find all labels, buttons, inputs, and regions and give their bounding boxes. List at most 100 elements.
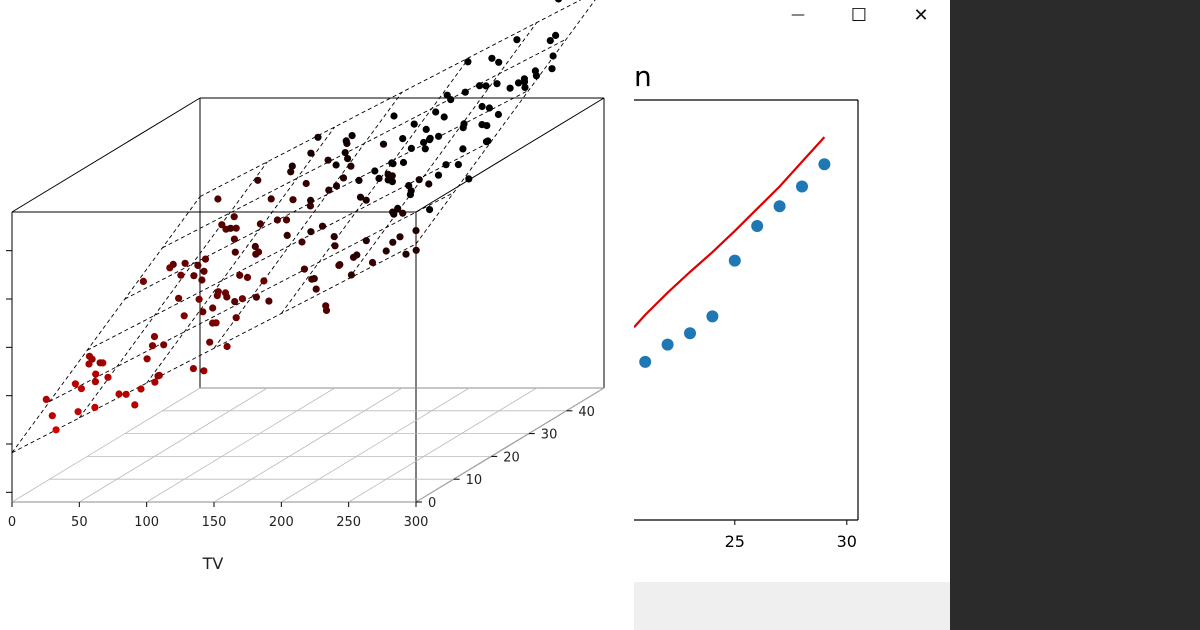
data-point [661, 338, 674, 351]
data-point [52, 426, 60, 434]
box-edge [415, 97, 605, 213]
floor-gridline [415, 387, 605, 503]
plane-gridline [213, 91, 403, 349]
data-point [520, 78, 529, 86]
data-point [388, 178, 396, 186]
plane-gridline [146, 126, 336, 384]
minimize-button[interactable]: — [775, 0, 821, 30]
data-point [287, 168, 295, 176]
data-point [728, 254, 741, 267]
data-point [223, 342, 231, 351]
data-point [546, 37, 554, 45]
data-point [92, 370, 100, 378]
data-point [139, 277, 147, 285]
data-point [252, 293, 260, 301]
data-point [494, 110, 502, 119]
data-point [282, 216, 291, 224]
data-point [355, 176, 363, 184]
data-point [382, 247, 390, 255]
data-point [493, 80, 501, 88]
data-point [332, 161, 340, 169]
x-axis-label: TV [202, 554, 224, 573]
x-tick-label: 300 [404, 515, 429, 530]
data-point [639, 355, 652, 368]
data-point [122, 390, 130, 398]
x-tick-label: 200 [269, 515, 294, 530]
data-point [773, 200, 786, 213]
desktop-background [950, 0, 1200, 630]
data-point [88, 355, 96, 363]
data-point [42, 395, 50, 403]
data-point [310, 275, 318, 283]
data-point [552, 31, 560, 39]
data-point [796, 180, 808, 193]
data-point [412, 227, 420, 235]
data-point [74, 408, 82, 416]
data-point [684, 327, 696, 340]
data-point [131, 401, 139, 409]
data-point [71, 380, 79, 388]
minimize-icon: — [791, 7, 805, 23]
data-point [238, 295, 246, 303]
data-point [389, 238, 397, 246]
data-point [344, 155, 352, 163]
data-point [314, 133, 322, 141]
data-point [818, 158, 831, 171]
data-point [151, 378, 159, 386]
data-point [514, 79, 523, 87]
data-point [256, 220, 264, 228]
data-point [283, 231, 291, 239]
floor-gridline [79, 387, 268, 503]
data-point [195, 295, 203, 303]
plane-gridline [11, 196, 201, 453]
maximize-button[interactable]: ☐ [836, 0, 882, 30]
data-point [104, 373, 112, 381]
data-point [169, 260, 177, 268]
data-point [420, 138, 428, 147]
data-point [324, 156, 332, 164]
y-tick-label: 10 [466, 473, 483, 488]
data-point [384, 170, 392, 178]
data-point [394, 204, 402, 212]
data-point [461, 88, 469, 96]
data-point [307, 228, 315, 236]
scatter-fit-chart: 25 30 [634, 99, 859, 551]
data-point [407, 144, 415, 152]
data-point [325, 186, 333, 194]
data-point [289, 196, 297, 204]
data-point [194, 261, 202, 269]
data-point [91, 403, 99, 411]
data-point [302, 179, 310, 188]
data-point [390, 112, 398, 120]
x-tick-label: 25 [725, 532, 745, 551]
data-point [230, 235, 238, 243]
plot-window: 0 50 100 150 200 250 300 0 10 20 30 40 TV n 25 30 — … [6, 0, 950, 630]
data-point [482, 138, 491, 146]
x-tick-label: 0 [8, 515, 16, 530]
data-point [465, 175, 473, 183]
data-point [91, 378, 99, 386]
plane-gridline [162, 38, 567, 249]
data-point [155, 371, 163, 379]
data-point [341, 149, 349, 157]
data-point [353, 251, 361, 259]
data-point [318, 222, 327, 230]
data-point [330, 233, 338, 241]
plane-gridline [86, 141, 492, 351]
chart-title-fragment: n [634, 60, 652, 93]
data-point [180, 312, 188, 320]
data-point [464, 58, 472, 66]
y-tick-label: 40 [578, 405, 595, 420]
plane-gridline [199, 0, 582, 197]
data-point [201, 255, 210, 263]
maximize-icon: ☐ [850, 4, 868, 26]
close-button[interactable]: ✕ [898, 0, 944, 30]
data-point [209, 319, 217, 327]
data-point [549, 52, 557, 60]
floor-gridline [213, 387, 403, 503]
x-tick-label: 50 [71, 515, 88, 530]
x-tick-label: 30 [837, 532, 857, 551]
data-point [115, 390, 123, 398]
data-point [231, 298, 239, 306]
window-footer-bar [634, 582, 950, 630]
